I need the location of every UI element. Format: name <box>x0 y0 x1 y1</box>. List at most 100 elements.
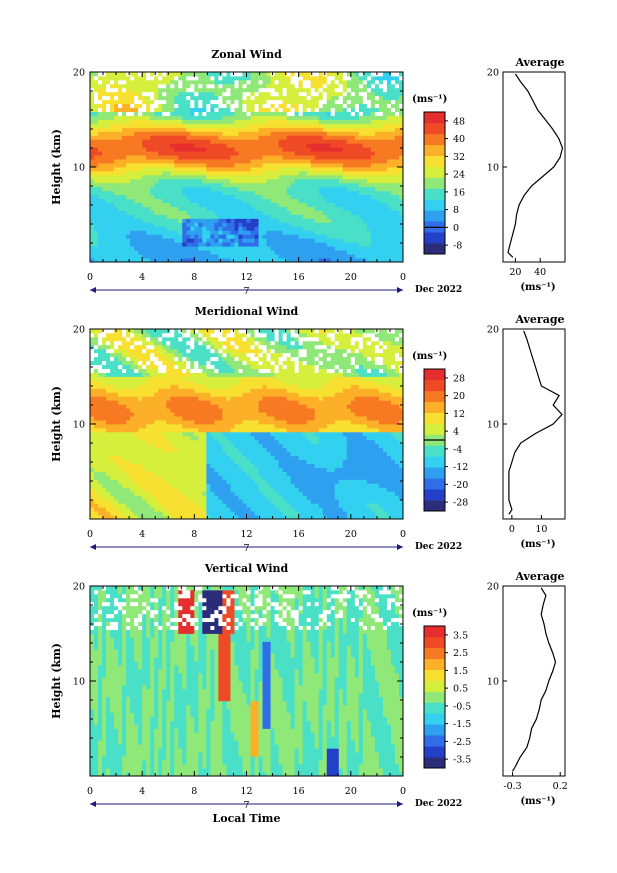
heatmap-cell <box>94 87 99 93</box>
heatmap-cell <box>206 226 211 231</box>
heatmap-cell <box>242 83 247 89</box>
heatmap-cell <box>154 258 159 263</box>
heatmap-cell <box>374 226 380 231</box>
heatmap-cell <box>338 194 344 200</box>
heatmap-cell <box>242 226 247 231</box>
heatmap-cell <box>170 163 175 168</box>
heatmap-cell <box>370 190 376 196</box>
heatmap-cell <box>126 226 131 231</box>
heatmap-cell <box>118 79 123 85</box>
heatmap-cell <box>158 190 163 196</box>
heatmap-cell <box>394 186 400 192</box>
heatmap-cell <box>194 254 199 259</box>
heatmap-cell <box>102 344 107 350</box>
heatmap-cell <box>166 404 171 409</box>
heatmap-cell <box>342 79 348 85</box>
heatmap-cell <box>354 127 360 132</box>
heatmap-cell <box>122 463 127 468</box>
heatmap-cell <box>134 107 139 112</box>
heatmap-cell <box>126 190 131 196</box>
heatmap-cell <box>334 72 340 77</box>
heatmap-cell <box>110 435 115 441</box>
heatmap-cell <box>298 139 304 144</box>
heatmap-cell <box>178 455 183 461</box>
heatmap-cell <box>206 107 211 112</box>
heatmap-cell <box>154 250 159 255</box>
heatmap-cell <box>314 178 320 184</box>
heatmap-cell <box>178 95 183 101</box>
heatmap-cell <box>390 226 396 231</box>
heatmap-cell <box>90 511 95 516</box>
heatmap-cell <box>186 210 191 215</box>
heatmap-cell <box>118 412 123 417</box>
heatmap-cell <box>322 178 328 184</box>
heatmap-cell <box>114 332 119 338</box>
heatmap-cell <box>278 91 284 97</box>
heatmap-cell <box>154 230 159 235</box>
heatmap-cell <box>150 475 155 480</box>
heatmap-cell <box>118 99 123 105</box>
heatmap-cell <box>146 424 151 429</box>
heatmap-cell <box>150 115 155 120</box>
heatmap-cell <box>186 95 191 101</box>
heatmap-cell <box>178 435 183 441</box>
heatmap-cell <box>162 479 167 484</box>
heatmap-cell <box>122 376 127 381</box>
heatmap-cell <box>170 491 175 496</box>
heatmap-cell <box>326 135 332 140</box>
heatmap-cell <box>250 230 255 235</box>
heatmap-cell <box>374 206 380 211</box>
heatmap-cell <box>234 202 239 207</box>
heatmap-cell <box>226 234 231 239</box>
heatmap-cell <box>134 242 139 247</box>
heatmap-cell <box>346 151 352 156</box>
heatmap-cell <box>126 376 131 381</box>
heatmap-cell <box>98 99 103 105</box>
heatmap-cell <box>134 246 139 251</box>
heatmap-cell <box>342 167 348 172</box>
heatmap-cell <box>114 392 119 397</box>
heatmap-cell <box>110 364 115 369</box>
heatmap-cell <box>98 123 103 128</box>
heatmap-cell <box>394 258 400 263</box>
heatmap-cell <box>182 151 187 156</box>
heatmap-cell <box>266 254 271 259</box>
heatmap-cell <box>122 459 127 464</box>
heatmap-cell <box>138 194 143 200</box>
heatmap-cell <box>298 127 304 132</box>
heatmap-cell <box>114 336 119 342</box>
heatmap-cell <box>222 83 227 89</box>
heatmap-cell <box>254 174 259 180</box>
heatmap-cell <box>362 111 368 116</box>
heatmap-cell <box>102 495 107 500</box>
heatmap-cell <box>194 174 199 180</box>
heatmap-cell <box>106 258 111 263</box>
heatmap-cell <box>358 91 364 97</box>
heatmap-cell <box>282 83 288 89</box>
heatmap-cell <box>346 178 352 184</box>
heatmap-cell <box>178 424 183 429</box>
heatmap-cell <box>290 174 296 180</box>
heatmap-cell <box>374 234 380 239</box>
heatmap-cell <box>190 79 195 85</box>
heatmap-cell <box>134 238 139 243</box>
heatmap-cell <box>158 507 163 512</box>
heatmap-cell <box>362 135 368 140</box>
heatmap-cell <box>398 95 404 101</box>
heatmap-cell <box>126 250 131 255</box>
heatmap-cell <box>358 194 364 200</box>
heatmap-cell <box>350 182 356 188</box>
heatmap-cell <box>246 202 251 207</box>
heatmap-cell <box>342 170 348 176</box>
heatmap-cell <box>374 210 380 215</box>
heatmap-cell <box>226 151 231 156</box>
heatmap-cell <box>118 258 123 263</box>
heatmap-cell <box>142 115 147 120</box>
heatmap-cell <box>106 396 111 401</box>
heatmap-cell <box>210 190 215 196</box>
heatmap-cell <box>142 439 147 445</box>
heatmap-cell <box>162 507 167 512</box>
heatmap-cell <box>294 254 300 259</box>
heatmap-cell <box>178 234 183 239</box>
heatmap-cell <box>158 412 163 417</box>
